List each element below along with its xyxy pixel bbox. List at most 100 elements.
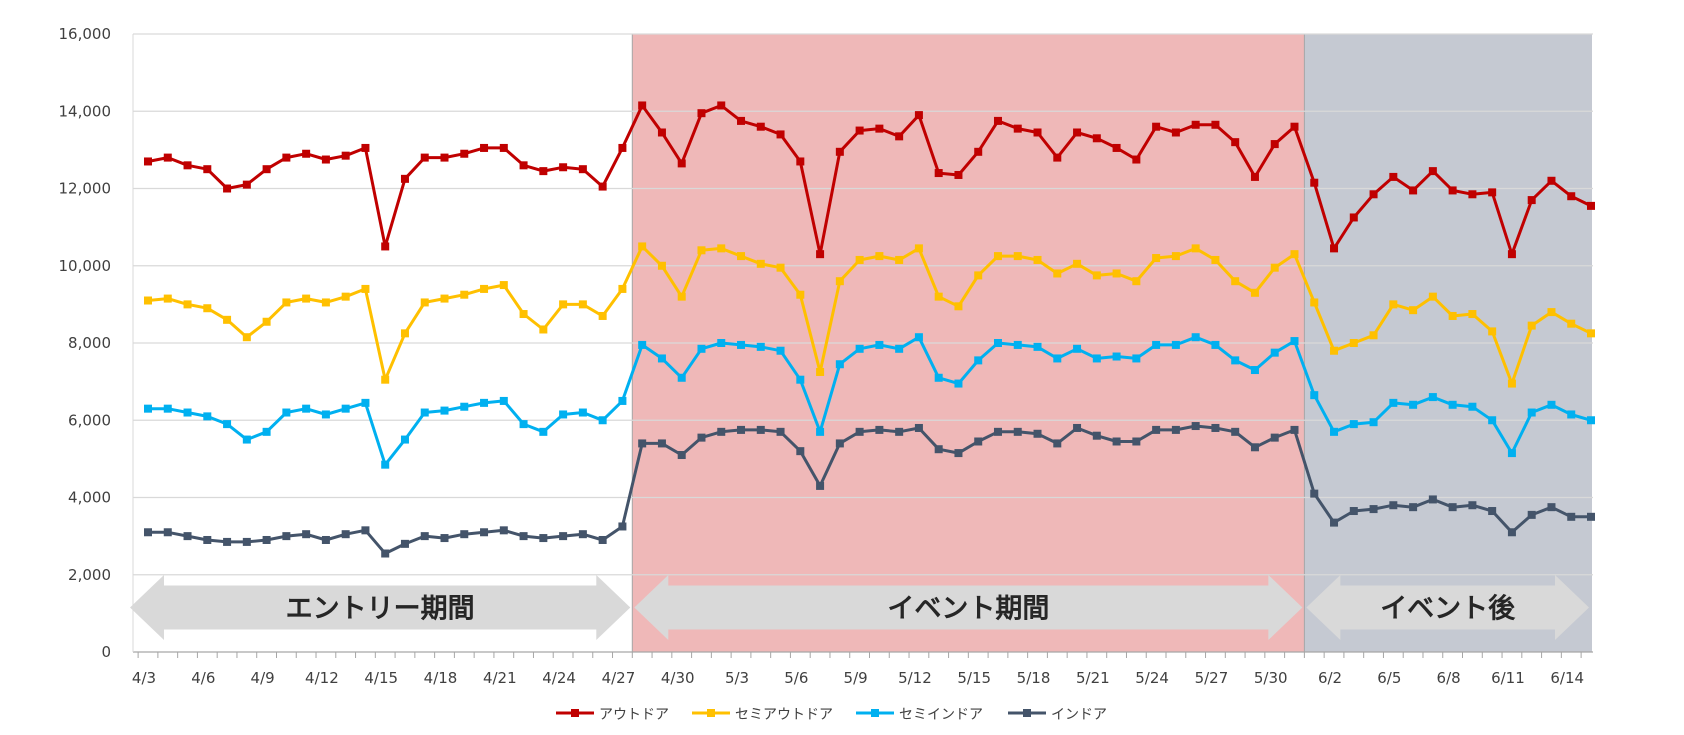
data-point (242, 333, 251, 342)
period-arrow-0 (130, 575, 631, 640)
data-point (1527, 408, 1536, 417)
data-point (163, 153, 172, 162)
data-point (183, 300, 192, 309)
series-1 (144, 242, 1595, 388)
data-point (1112, 352, 1121, 361)
data-point (1073, 128, 1082, 137)
data-point (1527, 321, 1536, 330)
data-point (717, 244, 726, 253)
data-point (657, 439, 666, 448)
data-point (1033, 255, 1042, 264)
data-point (1330, 244, 1339, 253)
data-point (993, 339, 1002, 347)
x-tick-label: 6/14 (1550, 669, 1584, 687)
data-point (638, 242, 647, 251)
data-point (1409, 400, 1418, 409)
data-point (618, 522, 627, 531)
data-point (223, 184, 232, 193)
data-point (954, 302, 963, 311)
data-point (1389, 172, 1398, 181)
data-point (1152, 254, 1161, 263)
data-point (1171, 340, 1180, 349)
data-point (1171, 425, 1180, 434)
data-point (816, 481, 825, 490)
data-point (618, 284, 627, 293)
data-point (875, 252, 884, 261)
data-point (1389, 501, 1398, 510)
data-point (618, 396, 627, 405)
data-point (400, 329, 409, 338)
series-line (147, 104, 1592, 256)
legend-marker (571, 709, 579, 717)
data-point (282, 153, 291, 162)
data-point (934, 445, 943, 454)
data-point (697, 433, 706, 442)
x-tick-label: 5/15 (957, 669, 991, 687)
data-point (598, 535, 607, 544)
data-point (1211, 255, 1220, 264)
data-point (1250, 288, 1259, 297)
data-point (638, 101, 647, 110)
data-point (203, 165, 212, 174)
x-tick-label: 6/2 (1318, 669, 1342, 687)
data-point (1428, 292, 1437, 301)
data-point (341, 292, 350, 301)
data-point (1092, 431, 1101, 440)
x-tick-label: 5/18 (1017, 669, 1051, 687)
data-point (480, 398, 489, 407)
data-point (578, 530, 587, 539)
data-point (1033, 342, 1042, 351)
data-point (1112, 269, 1121, 278)
data-point (361, 526, 370, 535)
data-point (1468, 501, 1477, 510)
data-point (559, 300, 568, 309)
period-arrows: エントリー期間 イベント期間 イベント後 (130, 575, 1589, 640)
data-point (756, 122, 765, 131)
data-point (381, 242, 390, 251)
period-label-1: イベント期間 (887, 594, 1049, 625)
data-point (1053, 354, 1062, 363)
data-point (1527, 510, 1536, 519)
data-point (1092, 134, 1101, 143)
x-tick-label: 5/30 (1254, 669, 1288, 687)
data-point (1468, 310, 1477, 319)
data-point (1053, 269, 1062, 278)
data-point (341, 151, 350, 160)
data-point (1033, 429, 1042, 438)
x-tick-label: 5/3 (725, 669, 749, 687)
data-point (835, 147, 844, 156)
data-point (539, 427, 548, 436)
data-point (1448, 400, 1457, 409)
data-point (499, 396, 508, 405)
data-point (539, 167, 548, 176)
data-point (1013, 340, 1022, 349)
data-point (816, 250, 825, 259)
data-point (302, 530, 311, 539)
x-tick-label: 4/12 (305, 669, 339, 687)
data-point (144, 404, 152, 413)
data-point (361, 398, 370, 407)
data-point (697, 109, 706, 118)
data-point (400, 539, 409, 548)
data-point (440, 406, 449, 415)
data-point (1310, 298, 1319, 307)
data-point (1409, 503, 1418, 512)
data-point (974, 356, 983, 365)
data-point (1448, 503, 1457, 512)
data-point (1013, 427, 1022, 436)
data-point (1250, 366, 1259, 375)
data-point (1488, 188, 1497, 197)
data-point (1231, 356, 1240, 365)
y-tick-label: 4,000 (68, 489, 111, 507)
data-point (519, 420, 528, 429)
data-point (203, 412, 212, 421)
data-point (262, 535, 271, 544)
data-point (796, 157, 805, 166)
data-point (183, 532, 192, 541)
data-point (1290, 337, 1299, 346)
legend-label: セミアウトドア (735, 707, 833, 723)
data-point (993, 252, 1002, 261)
data-point (440, 294, 449, 303)
data-point (816, 427, 825, 436)
data-point (223, 315, 232, 324)
